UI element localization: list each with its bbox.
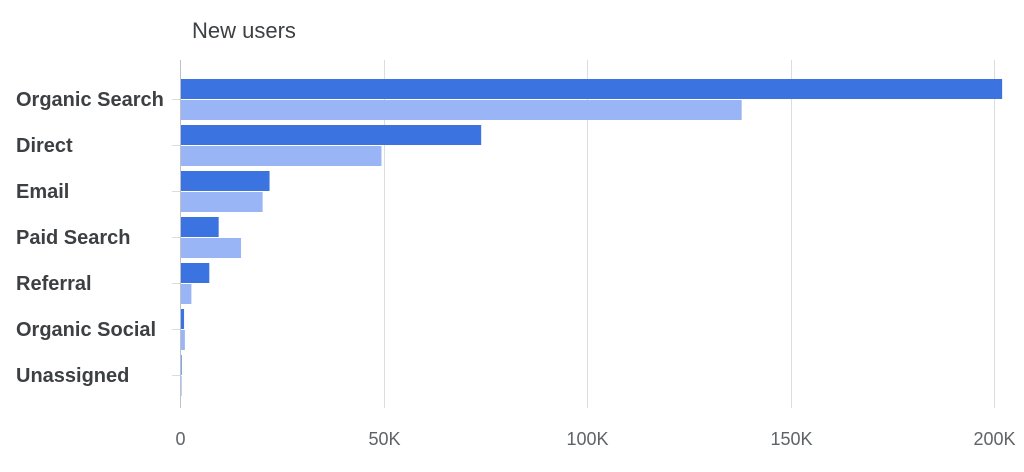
category-label-referral: Referral <box>16 273 92 295</box>
category-label-organic-search: Organic Search <box>16 89 164 111</box>
bar-direct-series-2 <box>180 146 382 166</box>
category-label-organic-social: Organic Social <box>16 319 156 341</box>
bar-paid-search-series-1 <box>180 217 219 237</box>
bar-organic-social-series-1 <box>180 309 185 329</box>
axes <box>172 60 181 408</box>
category-label-paid-search: Paid Search <box>16 227 131 249</box>
bar-organic-search-series-1 <box>180 79 1003 99</box>
chart-title: New users <box>192 18 296 43</box>
category-label-unassigned: Unassigned <box>16 365 129 387</box>
bar-referral-series-2 <box>180 284 192 304</box>
bar-email-series-2 <box>180 192 263 212</box>
category-label-direct: Direct <box>16 135 73 157</box>
bar-referral-series-1 <box>180 263 210 283</box>
bar-organic-social-series-2 <box>180 330 185 350</box>
labels: 0 50K 100K 150K 200K Organic Search Direct Emai… <box>16 89 1016 449</box>
x-tick-label-0: 0 <box>175 429 185 449</box>
bar-paid-search-series-2 <box>180 238 242 258</box>
bar-direct-series-1 <box>180 125 482 145</box>
x-tick-label-150k: 150K <box>770 429 812 449</box>
x-tick-label-200k: 200K <box>973 429 1015 449</box>
bar-organic-search-series-2 <box>180 100 742 120</box>
bar-email-series-1 <box>180 171 270 191</box>
x-tick-label-100k: 100K <box>566 429 608 449</box>
x-tick-label-50k: 50K <box>368 429 400 449</box>
bars <box>180 79 1003 396</box>
category-label-email: Email <box>16 181 69 203</box>
